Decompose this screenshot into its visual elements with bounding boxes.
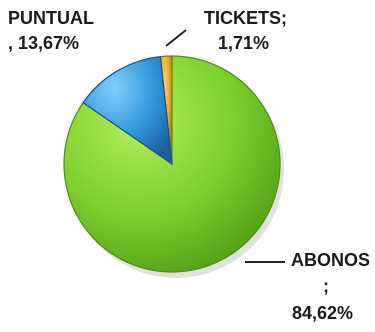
abonos-label-name: ABONOS xyxy=(291,250,370,270)
pie-slices xyxy=(63,55,284,278)
abonos-label-sep: ; xyxy=(323,276,329,296)
tickets-label-name: TICKETS; xyxy=(204,8,287,28)
abonos-label-value: 84,62% xyxy=(292,303,353,323)
tickets-leader-line xyxy=(165,29,187,47)
puntual-label-value: , 13,67% xyxy=(8,33,79,53)
puntual-label-name: PUNTUAL xyxy=(8,8,94,28)
tickets-label-value: 1,71% xyxy=(218,33,269,53)
pie-slice-puntual xyxy=(82,55,173,166)
